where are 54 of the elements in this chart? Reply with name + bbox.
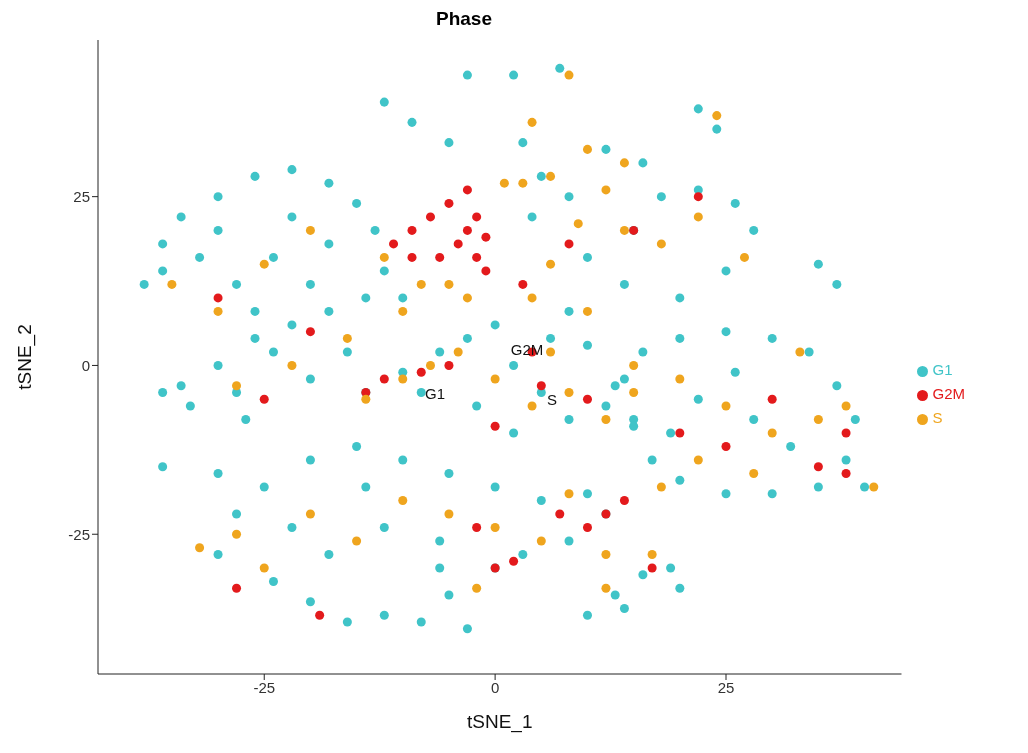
- y-tick-label: -25: [68, 525, 90, 543]
- point: [582, 522, 592, 532]
- y-tick-label: 0: [81, 356, 90, 374]
- chart-title: Phase: [435, 8, 493, 31]
- annotation: S: [546, 390, 558, 408]
- point: [315, 610, 325, 620]
- point: [693, 192, 703, 202]
- x-tick-label: 25: [717, 678, 735, 696]
- point: [472, 252, 482, 262]
- point: [619, 495, 629, 505]
- point: [444, 360, 454, 370]
- point: [841, 468, 851, 478]
- point: [462, 225, 472, 235]
- point: [462, 185, 472, 195]
- x-axis-title: tSNE_1: [467, 711, 533, 733]
- point: [453, 239, 463, 249]
- point: [841, 428, 851, 438]
- point: [416, 367, 426, 377]
- point: [305, 327, 315, 337]
- x-tick-label: -25: [253, 678, 276, 696]
- point: [232, 583, 242, 593]
- point: [675, 428, 685, 438]
- point: [481, 232, 491, 242]
- point: [767, 394, 777, 404]
- annotation: G2M: [510, 340, 544, 358]
- point: [444, 198, 454, 208]
- point: [425, 212, 435, 222]
- legend-label: G1: [932, 361, 953, 378]
- point: [481, 266, 491, 276]
- point: [582, 394, 592, 404]
- point: [407, 252, 417, 262]
- point: [555, 509, 565, 519]
- point: [407, 225, 417, 235]
- point: [379, 374, 389, 384]
- x-tick-label: 0: [490, 678, 500, 696]
- point: [213, 293, 223, 303]
- point: [647, 563, 657, 573]
- point: [435, 252, 445, 262]
- point: [259, 394, 269, 404]
- point: [509, 556, 519, 566]
- point: [518, 279, 528, 289]
- point: [490, 421, 500, 431]
- point: [389, 239, 399, 249]
- y-axis-title: tSNE_2: [13, 324, 36, 390]
- point: [472, 522, 482, 532]
- y-tick-label: 25: [73, 187, 90, 205]
- point: [536, 381, 546, 391]
- legend-label: S: [932, 409, 943, 426]
- annotation: G1: [424, 384, 446, 402]
- point: [472, 212, 482, 222]
- point: [564, 239, 574, 249]
- point: [813, 462, 823, 472]
- legend-label: G2M: [932, 385, 965, 402]
- point: [721, 441, 731, 451]
